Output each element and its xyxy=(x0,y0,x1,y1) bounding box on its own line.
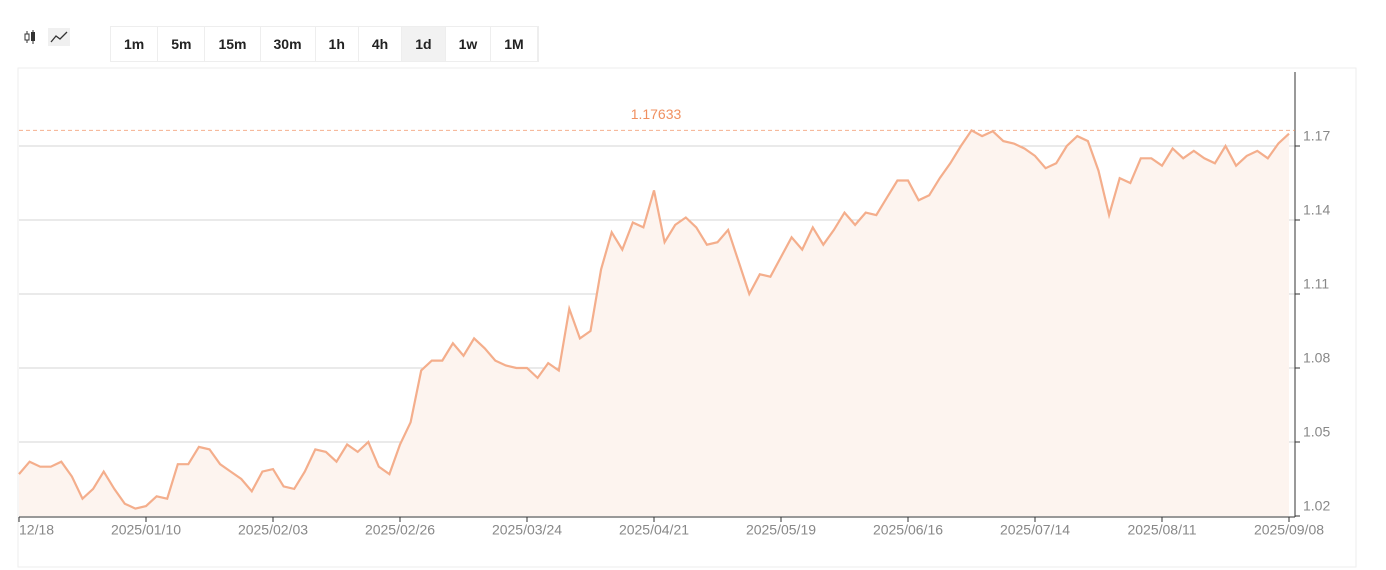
y-tick-label: 1.02 xyxy=(1303,498,1330,514)
max-label: 1.17633 xyxy=(631,106,682,122)
x-tick-label: 2025/07/14 xyxy=(1000,522,1070,538)
interval-button[interactable]: 30m xyxy=(261,27,316,61)
chart-frame xyxy=(17,67,1357,568)
interval-button[interactable]: 1M xyxy=(491,27,538,61)
x-tick-label: 2025/02/03 xyxy=(238,522,308,538)
x-tick-label: 2025/06/16 xyxy=(873,522,943,538)
chart-type-switch xyxy=(20,28,70,46)
interval-button[interactable]: 15m xyxy=(205,27,261,61)
x-tick-label: 2025/08/11 xyxy=(1127,522,1196,538)
y-tick-label: 1.17 xyxy=(1303,128,1330,144)
y-tick-label: 1.11 xyxy=(1303,276,1329,292)
interval-button[interactable]: 1h xyxy=(316,27,359,61)
interval-button[interactable]: 5m xyxy=(158,27,206,61)
interval-button[interactable]: 1w xyxy=(446,27,492,61)
x-tick-label: 2025/01/10 xyxy=(111,522,181,538)
interval-bar: 1m 5m 15m 30m 1h 4h 1d 1w 1M xyxy=(110,26,539,62)
x-tick-label: 2025/09/08 xyxy=(1254,522,1324,538)
interval-button[interactable]: 1d xyxy=(402,27,446,61)
area-fill xyxy=(19,130,1289,516)
interval-button[interactable]: 4h xyxy=(359,27,403,61)
line-icon[interactable] xyxy=(48,28,70,46)
y-tick-label: 1.05 xyxy=(1303,424,1330,440)
price-line xyxy=(18,128,1290,510)
x-tick-label: 2025/04/21 xyxy=(619,522,689,538)
interval-button[interactable]: 1m xyxy=(111,27,159,61)
x-tick-label: 2025/05/19 xyxy=(746,522,816,538)
x-tick-label: 2025/02/26 xyxy=(365,522,435,538)
x-tick-label: 12/18 xyxy=(19,522,54,538)
x-tick-label: 2025/03/24 xyxy=(492,522,562,538)
y-tick-label: 1.14 xyxy=(1303,202,1330,218)
y-tick-label: 1.08 xyxy=(1303,350,1330,366)
candle-icon[interactable] xyxy=(20,28,42,46)
